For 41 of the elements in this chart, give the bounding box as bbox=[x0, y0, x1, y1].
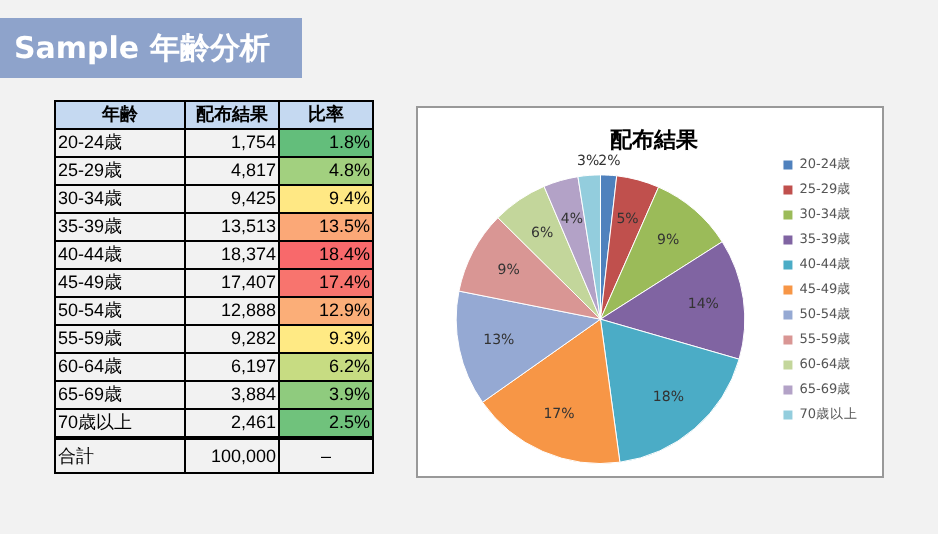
text: 2,461 bbox=[185, 409, 279, 438]
text: 70歳以上 bbox=[55, 409, 185, 438]
text: 60-64歳 bbox=[55, 353, 185, 381]
text: 18.4% bbox=[279, 241, 373, 269]
text: 配布結果 bbox=[185, 101, 279, 129]
text: 13,513 bbox=[185, 213, 279, 241]
text: 9.3% bbox=[279, 325, 373, 353]
text: 4,817 bbox=[185, 157, 279, 185]
text: 20-24歳 bbox=[55, 129, 185, 157]
text: 2.5% bbox=[279, 409, 373, 438]
text: 40-44歳 bbox=[55, 241, 185, 269]
text: 65-69歳 bbox=[55, 381, 185, 409]
text: 比率 bbox=[279, 101, 373, 129]
text: 17,407 bbox=[185, 269, 279, 297]
text: 50-54歳 bbox=[55, 297, 185, 325]
text: 100,000 bbox=[185, 438, 279, 473]
text: 3.9% bbox=[279, 381, 373, 409]
text: Sample 年齢分析 bbox=[0, 18, 302, 78]
text: 9,282 bbox=[185, 325, 279, 353]
text: 6.2% bbox=[279, 353, 373, 381]
text: 35-39歳 bbox=[55, 213, 185, 241]
text: 3,884 bbox=[185, 381, 279, 409]
text: 4.8% bbox=[279, 157, 373, 185]
text: 9.4% bbox=[279, 185, 373, 213]
text: 18,374 bbox=[185, 241, 279, 269]
text: 6,197 bbox=[185, 353, 279, 381]
text: 12.9% bbox=[279, 297, 373, 325]
text: 45-49歳 bbox=[55, 269, 185, 297]
text: 合計 bbox=[55, 438, 185, 473]
text: 12,888 bbox=[185, 297, 279, 325]
text: 9,425 bbox=[185, 185, 279, 213]
text: 55-59歳 bbox=[55, 325, 185, 353]
text: 1.8% bbox=[279, 129, 373, 157]
text: 13.5% bbox=[279, 213, 373, 241]
text: 25-29歳 bbox=[55, 157, 185, 185]
text: 年齢 bbox=[55, 101, 185, 129]
text: 17.4% bbox=[279, 269, 373, 297]
chart-title: 配布結果 bbox=[610, 126, 700, 153]
text: 1,754 bbox=[185, 129, 279, 157]
text: 30-34歳 bbox=[55, 185, 185, 213]
text: – bbox=[279, 438, 373, 473]
